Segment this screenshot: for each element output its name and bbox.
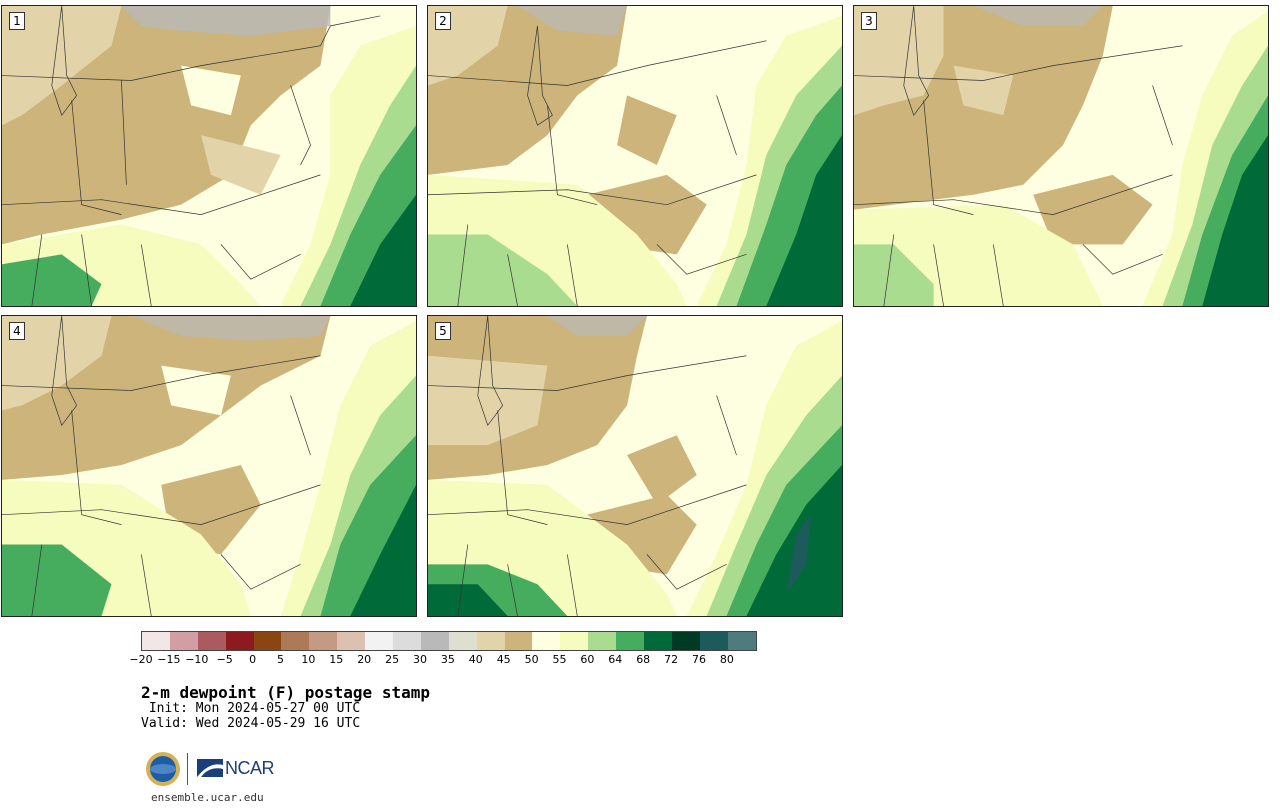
colorbar-swatch: [476, 632, 505, 650]
colorbar-tick-label: 15: [329, 653, 344, 666]
ensemble-member-map-5: 5: [427, 315, 843, 617]
panel-label: 2: [435, 12, 451, 30]
panel-label: 5: [435, 322, 451, 340]
colorbar-tick-labels: −20 −15 −10 −5 0 5 10 15 20 25 30 35 40 45 50 55 60 64 68 7…: [129, 653, 761, 667]
colorbar-swatch: [197, 632, 226, 650]
colorbar-tick-label: 45: [496, 653, 511, 666]
ncar-logo-icon: [197, 759, 223, 777]
colorbar-swatch: [560, 632, 589, 650]
colorbar-tick-label: −10: [185, 653, 209, 666]
colorbar-tick-label: 30: [413, 653, 427, 666]
colorbar-swatch: [588, 632, 617, 650]
valid-time: Valid: Wed 2024-05-29 16 UTC: [141, 716, 361, 731]
dewpoint-map-2: [428, 6, 842, 306]
panel-label: 3: [861, 12, 877, 30]
colorbar-swatch: [281, 632, 310, 650]
dewpoint-map-5: [428, 316, 842, 616]
ensemble-member-map-3: 3: [853, 5, 1269, 307]
colorbar-swatch: [393, 632, 421, 650]
colorbar-tick-label: 64: [608, 653, 623, 666]
colorbar-swatch: [142, 632, 170, 650]
colorbar-swatch: [337, 632, 366, 650]
dewpoint-map-4: [2, 316, 416, 616]
ncar-logo-text: NCAR: [225, 758, 275, 778]
panel-label: 4: [9, 322, 25, 340]
colorbar-tick-label: 68: [636, 653, 651, 666]
colorbar-tick-label: 5: [277, 653, 284, 666]
colorbar-tick-label: 72: [664, 653, 679, 666]
colorbar-swatch: [365, 632, 394, 650]
colorbar-swatch: [309, 632, 338, 650]
colorbar-swatch: [448, 632, 477, 650]
page-title: 2-m dewpoint (F) postage stamp: [141, 683, 430, 702]
colorbar-tick-label: 35: [440, 653, 455, 666]
colorbar-tick-label: 50: [524, 653, 539, 666]
colorbar-swatch: [253, 632, 282, 650]
colorbar-tick-label: 76: [692, 653, 706, 666]
colorbar-swatch: [727, 632, 756, 650]
colorbar-tick-label: 10: [301, 653, 316, 666]
colorbar-tick-label: 20: [357, 653, 372, 666]
site-url: ensemble.ucar.edu: [151, 791, 264, 804]
colorbar-swatch: [671, 632, 700, 650]
colorbar-tick-label: 40: [468, 653, 483, 666]
ensemble-member-map-4: 4: [1, 315, 417, 617]
ensemble-member-map-2: 2: [427, 5, 843, 307]
colorbar-swatch: [420, 632, 449, 650]
colorbar-swatch: [532, 632, 561, 650]
logo-divider: [187, 753, 188, 785]
colorbar-swatch: [169, 632, 198, 650]
colorbar-swatch: [616, 632, 645, 650]
colorbar-tick-label: 0: [249, 653, 257, 666]
nsf-logo-icon: [146, 752, 180, 786]
colorbar-tick-label: −20: [129, 653, 153, 666]
colorbar-swatch: [225, 632, 254, 650]
panel-label: 1: [9, 12, 25, 30]
colorbar-swatch: [699, 632, 728, 650]
colorbar-tick-label: 60: [580, 653, 595, 666]
colorbar-tick-label: 25: [385, 653, 400, 666]
colorbar-tick-label: −15: [157, 653, 181, 666]
dewpoint-colorbar: [141, 631, 757, 651]
dewpoint-map-1: [2, 6, 416, 306]
colorbar-tick-label: 80: [719, 653, 734, 666]
dewpoint-map-3: [854, 6, 1268, 306]
ensemble-member-map-1: 1: [1, 5, 417, 307]
init-time: Init: Mon 2024-05-27 00 UTC: [141, 701, 361, 716]
logos: NCAR: [145, 751, 285, 789]
colorbar-tick-label: 55: [552, 653, 567, 666]
colorbar-swatch: [504, 632, 533, 650]
colorbar-tick-label: −5: [216, 653, 233, 666]
colorbar-swatch: [644, 632, 672, 650]
